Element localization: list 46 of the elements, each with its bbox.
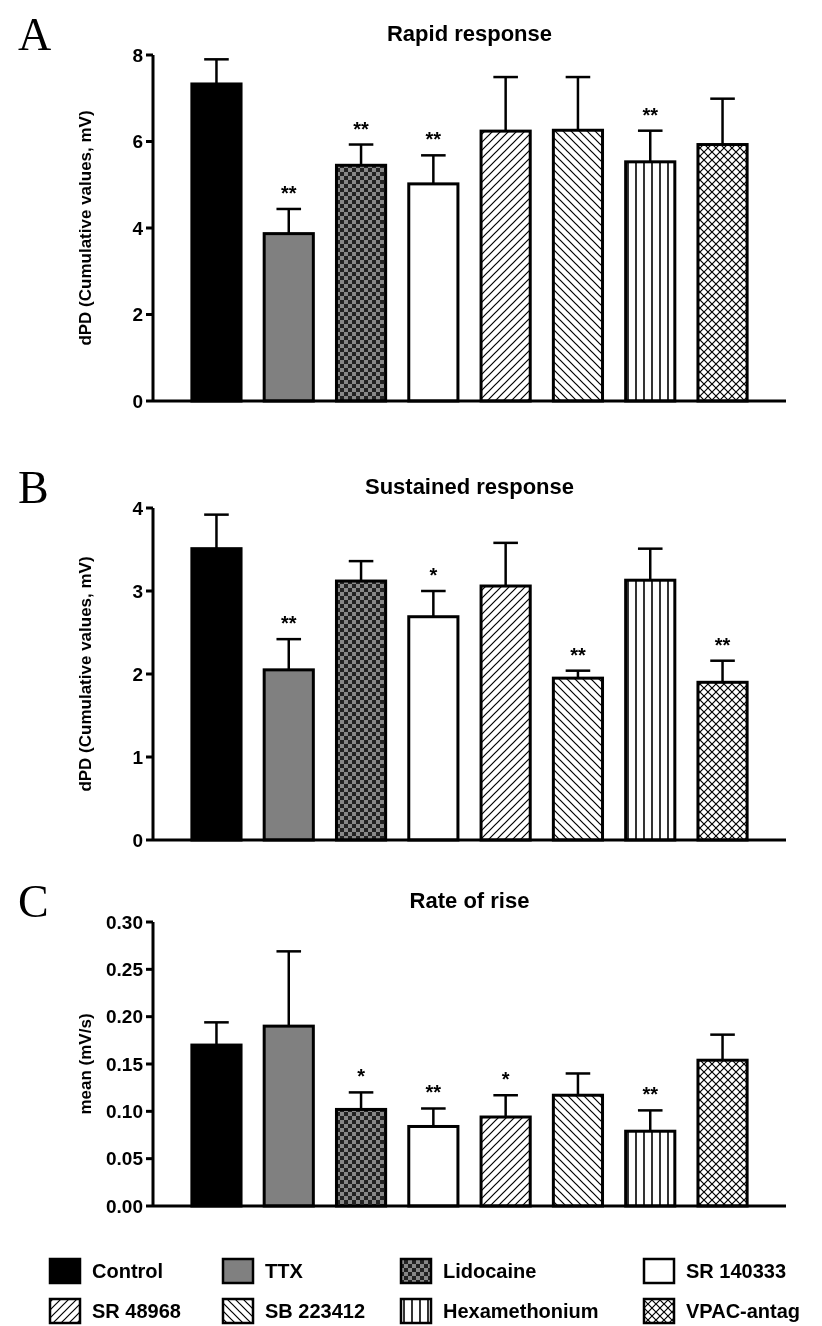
data-label: ** [425,128,442,151]
data-label: ** [280,612,297,635]
text: C [18,876,49,927]
y-tick-label: 0.20 [106,1006,143,1028]
legend-label: TTX [265,1260,304,1282]
data-label: ** [642,1083,659,1106]
data-label: * [429,564,438,586]
data-label: ** [353,117,370,140]
y-axis-title: mean (mV/s) [76,1013,95,1115]
y-tick-label: 0.05 [106,1148,144,1170]
data-label: ** [714,633,731,656]
y-tick-label: 0.10 [106,1100,143,1122]
legend-label: SR 140333 [686,1260,787,1282]
legend-label: SB 223412 [265,1300,366,1322]
data-label: ** [280,181,297,204]
y-tick-label: 6 [132,131,143,153]
y-tick-label: 2 [132,304,143,326]
data-label: ** [642,103,659,126]
y-tick-label: 2 [132,663,143,685]
y-tick-label: 4 [132,217,144,239]
y-axis-title: dPD (Cumulative values, mV) [76,110,95,346]
chart-title: Rate of rise [409,888,530,913]
y-tick-label: 0 [132,829,143,851]
y-tick-label: 1 [132,746,144,768]
y-tick-label: 0.15 [106,1053,144,1075]
text: A [18,9,52,60]
y-tick-label: 8 [132,44,143,66]
y-tick-label: 0.30 [106,911,143,933]
chart-title: Rapid response [386,21,553,46]
y-axis-title: dPD (Cumulative values, mV) [76,556,95,792]
data-label: * [501,1068,510,1091]
y-tick-label: 0 [132,390,143,412]
data-label: * [357,1065,366,1088]
legend-label: VPAC-antag [686,1300,801,1322]
text: B [18,462,49,513]
legend-label: Lidocaine [443,1260,537,1282]
data-label: ** [570,643,586,666]
chart-title: Sustained response [364,474,575,499]
legend-label: Control [92,1260,164,1282]
y-tick-label: 0.25 [106,958,144,980]
legend-label: SR 48968 [92,1300,181,1322]
y-tick-label: 3 [132,580,143,602]
data-label: ** [425,1081,442,1104]
y-tick-label: 4 [132,497,144,519]
y-tick-label: 0.00 [106,1195,143,1217]
legend-label: Hexamethonium [443,1300,599,1322]
